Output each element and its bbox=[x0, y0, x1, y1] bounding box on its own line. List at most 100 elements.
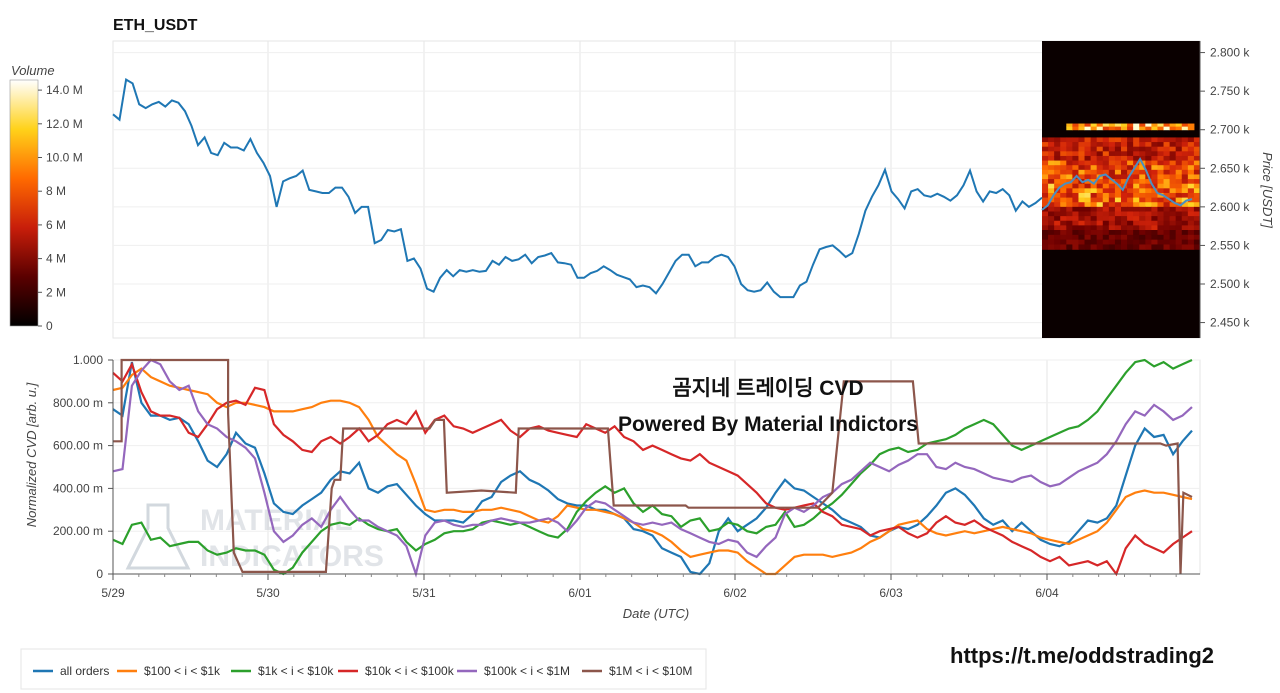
heatmap-cell bbox=[1181, 206, 1189, 212]
heatmap-cell bbox=[1181, 230, 1189, 236]
heatmap-cell bbox=[1108, 230, 1116, 236]
heatmap-cell bbox=[1090, 202, 1098, 208]
heatmap-cell bbox=[1187, 230, 1195, 236]
heatmap-cell bbox=[1151, 206, 1158, 212]
heatmap-cell bbox=[1181, 234, 1189, 241]
heatmap-cell bbox=[1108, 234, 1116, 241]
heatmap-cell bbox=[1042, 202, 1049, 208]
heatmap-cell bbox=[1066, 151, 1073, 157]
heatmap-cell bbox=[1151, 211, 1158, 217]
heatmap-cell bbox=[1169, 230, 1177, 236]
legend-label[interactable]: $10k < i < $100k bbox=[365, 664, 455, 678]
heatmap-cell bbox=[1096, 244, 1104, 250]
heatmap-cell bbox=[1054, 183, 1061, 189]
colorbar-tick-label: 12.0 M bbox=[46, 117, 83, 131]
heatmap-cell bbox=[1193, 165, 1201, 171]
heatmap-cell bbox=[1084, 239, 1092, 245]
heatmap-cell bbox=[1114, 126, 1122, 131]
heatmap-cell bbox=[1163, 123, 1171, 128]
heatmap-cell bbox=[1078, 155, 1086, 162]
legend-label[interactable]: $100 < i < $1k bbox=[144, 664, 221, 678]
heatmap-cell bbox=[1054, 165, 1061, 171]
heatmap-cell bbox=[1157, 202, 1165, 208]
heatmap-cell bbox=[1054, 230, 1061, 236]
heatmap-cell bbox=[1048, 202, 1055, 208]
heatmap-cell bbox=[1169, 197, 1177, 203]
heatmap-cell bbox=[1157, 230, 1165, 236]
heatmap-cell bbox=[1066, 220, 1073, 226]
heatmap-cell bbox=[1121, 155, 1128, 162]
heatmap-cell bbox=[1102, 192, 1110, 199]
heatmap-cell bbox=[1151, 234, 1158, 241]
heatmap-cell bbox=[1066, 188, 1073, 194]
heatmap-cell bbox=[1151, 174, 1158, 180]
heatmap-cell bbox=[1084, 169, 1092, 175]
heatmap-cell bbox=[1108, 165, 1116, 171]
legend-label[interactable]: $1k < i < $10k bbox=[258, 664, 334, 678]
heatmap-cell bbox=[1163, 211, 1171, 217]
heatmap-cell bbox=[1096, 197, 1104, 203]
heatmap-cell bbox=[1090, 220, 1098, 226]
heatmap-cell bbox=[1127, 244, 1134, 250]
heatmap-cell bbox=[1127, 137, 1134, 143]
heatmap-cell bbox=[1145, 169, 1152, 175]
heatmap-cell bbox=[1139, 179, 1146, 185]
legend-items: all orders $100 < i < $1k $1k < i < $10k $1… bbox=[33, 664, 692, 678]
heatmap-cell bbox=[1078, 137, 1086, 143]
heatmap-cell bbox=[1139, 123, 1146, 128]
heatmap-cell bbox=[1048, 225, 1055, 231]
heatmap-cell bbox=[1048, 206, 1055, 212]
legend-label[interactable]: $100k < i < $1M bbox=[484, 664, 570, 678]
heatmap-cell bbox=[1042, 165, 1049, 171]
heatmap-cell bbox=[1121, 123, 1128, 128]
colorbar-tick-label: 10.0 M bbox=[46, 151, 83, 165]
heatmap-cell bbox=[1072, 206, 1079, 212]
heatmap-cell bbox=[1096, 123, 1104, 128]
heatmap-cell bbox=[1157, 151, 1165, 157]
heatmap-cell bbox=[1127, 179, 1134, 185]
heatmap-cell bbox=[1096, 216, 1104, 222]
heatmap-cell bbox=[1193, 239, 1201, 245]
heatmap-cell bbox=[1042, 142, 1049, 148]
heatmap-cell bbox=[1054, 174, 1061, 180]
heatmap-cell bbox=[1114, 146, 1122, 152]
heatmap-cell bbox=[1102, 197, 1110, 203]
heatmap-cell bbox=[1157, 183, 1165, 189]
heatmap-cell bbox=[1145, 211, 1152, 217]
heatmap-cell bbox=[1060, 216, 1067, 222]
heatmap-cell bbox=[1163, 165, 1171, 171]
heatmap-cell bbox=[1127, 183, 1134, 189]
heatmap-cell bbox=[1169, 146, 1177, 152]
overlay-title: 곰지네 트레이딩 CVD bbox=[672, 377, 863, 400]
heatmap-cell bbox=[1054, 151, 1061, 157]
heatmap-cell bbox=[1084, 155, 1092, 162]
legend-label[interactable]: all orders bbox=[60, 664, 109, 678]
heatmap-cell bbox=[1078, 192, 1086, 199]
heatmap-cell bbox=[1139, 216, 1146, 222]
telegram-url[interactable]: https://t.me/oddstrading2 bbox=[950, 643, 1214, 668]
heatmap-cell bbox=[1133, 165, 1140, 171]
heatmap-cell bbox=[1084, 202, 1092, 208]
heatmap-cell bbox=[1048, 142, 1055, 148]
heatmap-cell bbox=[1060, 160, 1067, 166]
heatmap-cell bbox=[1102, 126, 1110, 131]
heatmap-cell bbox=[1139, 244, 1146, 250]
price-tick-label: 2.800 k bbox=[1210, 46, 1250, 60]
heatmap-cell bbox=[1175, 137, 1183, 143]
heatmap-cell bbox=[1151, 220, 1158, 226]
heatmap-cell bbox=[1163, 142, 1171, 148]
heatmap-cell bbox=[1054, 142, 1061, 148]
heatmap-cell bbox=[1078, 244, 1086, 250]
heatmap-cell bbox=[1127, 239, 1134, 245]
colorbar-tick-label: 8 M bbox=[46, 184, 66, 198]
heatmap-cell bbox=[1181, 160, 1189, 166]
heatmap-cell bbox=[1108, 211, 1116, 217]
legend-label[interactable]: $1M < i < $10M bbox=[609, 664, 692, 678]
heatmap-cell bbox=[1054, 197, 1061, 203]
heatmap-cell bbox=[1163, 225, 1171, 231]
heatmap-cell bbox=[1187, 137, 1195, 143]
heatmap-cell bbox=[1193, 183, 1201, 189]
heatmap-cell bbox=[1060, 179, 1067, 185]
heatmap-cell bbox=[1054, 155, 1061, 162]
heatmap-cell bbox=[1187, 169, 1195, 175]
